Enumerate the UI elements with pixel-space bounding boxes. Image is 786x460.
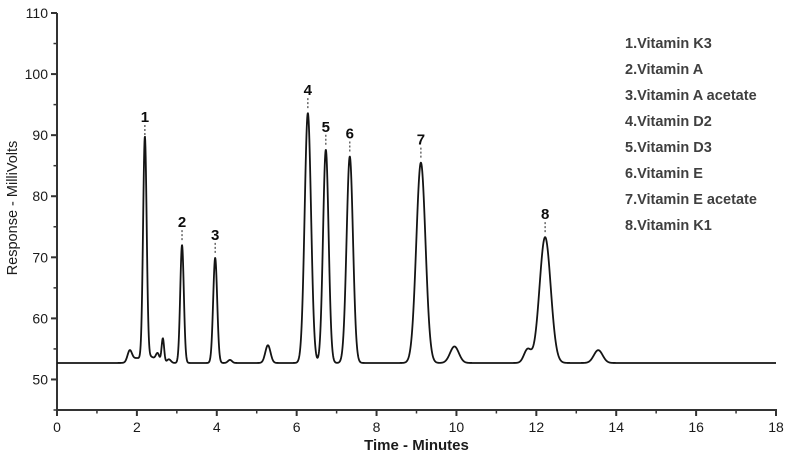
peak-label: 2 <box>178 214 186 231</box>
chromatogram-trace <box>56 112 777 364</box>
y-tick-label: 80 <box>32 188 48 204</box>
peak-label: 7 <box>417 132 425 149</box>
x-tick-label: 4 <box>213 419 221 435</box>
legend-item: 8.Vitamin K1 <box>625 218 712 234</box>
x-tick-label: 10 <box>449 419 465 435</box>
x-tick-label: 6 <box>293 419 301 435</box>
x-tick-label: 8 <box>373 419 381 435</box>
x-tick-label: 2 <box>133 419 141 435</box>
x-tick-label: 18 <box>768 419 784 435</box>
peak-label: 6 <box>346 126 354 143</box>
legend-item: 4.Vitamin D2 <box>625 114 712 130</box>
legend-item: 2.Vitamin A <box>625 62 704 78</box>
y-tick-label: 90 <box>32 127 48 143</box>
y-tick-label: 60 <box>32 310 48 326</box>
legend-item: 6.Vitamin E <box>625 166 703 182</box>
legend-item: 7.Vitamin E acetate <box>625 192 757 208</box>
peak-legend: 1.Vitamin K3 2.Vitamin A 3.Vitamin A aceta… <box>625 31 757 239</box>
peak-label: 5 <box>322 119 330 136</box>
y-tick-label: 100 <box>25 66 49 82</box>
peak-label: 4 <box>304 82 313 99</box>
y-tick-label: 50 <box>32 371 48 387</box>
legend-item: 5.Vitamin D3 <box>625 140 712 156</box>
x-tick-label: 14 <box>608 419 624 435</box>
peak-label: 8 <box>541 206 549 223</box>
x-tick-label: 16 <box>688 419 704 435</box>
peak-label: 3 <box>211 227 219 244</box>
x-tick-label: 0 <box>53 419 61 435</box>
x-axis-title: Time - Minutes <box>364 437 469 454</box>
legend-item: 3.Vitamin A acetate <box>625 88 757 104</box>
y-tick-label: 110 <box>26 5 49 21</box>
legend-item: 1.Vitamin K3 <box>625 36 712 52</box>
x-tick-label: 12 <box>529 419 545 435</box>
peak-label: 1 <box>141 109 149 126</box>
y-axis-title: Response - MilliVolts <box>5 140 21 276</box>
y-tick-label: 70 <box>32 249 48 265</box>
